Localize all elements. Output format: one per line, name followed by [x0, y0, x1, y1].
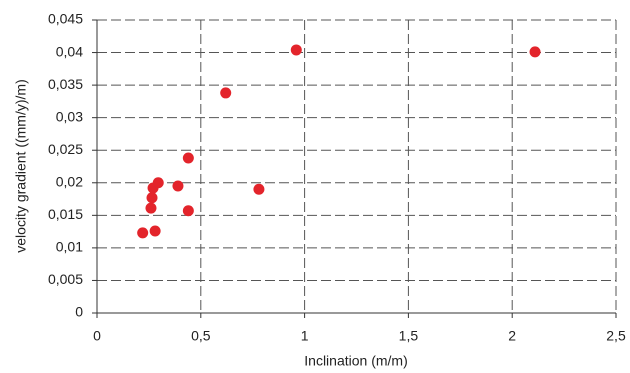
point — [220, 87, 232, 99]
point — [172, 180, 184, 192]
y-tick-label: 0 — [75, 304, 83, 320]
x-axis-label: Inclination (m/m) — [304, 353, 407, 369]
point — [253, 183, 265, 195]
y-tick-label: 0,02 — [56, 173, 83, 189]
point — [182, 205, 194, 217]
x-tick-label: 1,5 — [399, 328, 419, 344]
point — [529, 46, 541, 58]
point — [146, 192, 158, 204]
y-tick-label: 0,015 — [48, 206, 83, 222]
y-tick-label: 0,01 — [56, 239, 83, 255]
y-axis-label: velocity gradient ((mm/y)/m) — [13, 79, 29, 252]
point — [182, 152, 194, 164]
x-tick-label: 2 — [508, 328, 516, 344]
y-tick-label: 0,04 — [56, 43, 83, 59]
x-tick-label: 0 — [93, 328, 101, 344]
point — [137, 227, 149, 239]
point — [149, 225, 161, 237]
y-tick-label: 0,005 — [48, 271, 83, 287]
point — [290, 44, 302, 56]
y-tick-label: 0,025 — [48, 141, 83, 157]
y-tick-label: 0,045 — [48, 11, 83, 27]
x-tick-label: 1 — [301, 328, 309, 344]
point — [145, 202, 157, 214]
y-tick-label: 0,03 — [56, 108, 83, 124]
point — [152, 177, 164, 189]
x-tick-label: 0,5 — [191, 328, 211, 344]
y-tick-label: 0,035 — [48, 76, 83, 92]
x-tick-label: 2,5 — [606, 328, 626, 344]
